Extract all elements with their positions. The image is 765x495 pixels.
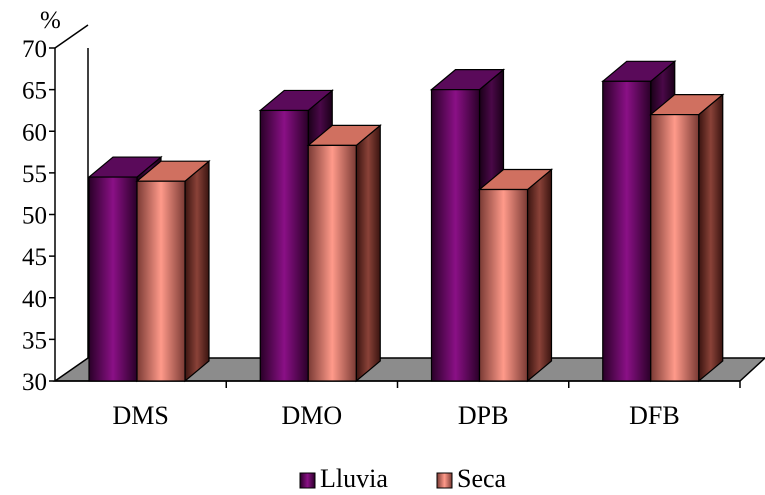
- bar-front-face: [602, 80, 652, 382]
- y-axis-ticks: 30 35 40 45 50 55 60 65 70: [22, 36, 741, 396]
- bar-front-face: [259, 109, 309, 382]
- y-tick-label: 55: [22, 161, 47, 188]
- bar-front-face: [650, 113, 700, 382]
- x-category-label: DFB: [629, 401, 680, 430]
- bar-side-face: [698, 93, 724, 383]
- y-tick-label: 30: [22, 369, 47, 396]
- legend-label-seca: Seca: [457, 464, 507, 493]
- y-tick-label: 65: [22, 78, 47, 105]
- bar-seca-dpb: [477, 168, 554, 383]
- y-tick-label: 40: [22, 286, 47, 313]
- bar-side-face: [355, 124, 381, 383]
- y-tick-label: 45: [22, 244, 47, 271]
- legend-item-lluvia: Lluvia: [299, 464, 388, 493]
- x-category-label: DMO: [282, 401, 343, 430]
- legend: Lluvia Seca: [299, 464, 507, 493]
- x-axis-labels: DMS DMO DPB DFB: [112, 401, 679, 430]
- y-tick-label: 35: [22, 327, 47, 354]
- bar-side-face: [184, 159, 210, 383]
- legend-swatch-lluvia: [299, 472, 316, 489]
- legend-label-lluvia: Lluvia: [320, 464, 388, 493]
- y-tick-label: 70: [22, 36, 47, 63]
- bars-group: [87, 60, 725, 383]
- y-tick-label: 50: [22, 203, 47, 230]
- bar-side-face: [526, 168, 553, 383]
- x-category-label: DPB: [458, 401, 509, 430]
- bar-front-face: [478, 188, 529, 382]
- bar-front-face: [307, 144, 357, 382]
- top-left-diagonal: [54, 24, 89, 49]
- y-axis-unit: %: [40, 7, 61, 34]
- bar-front-face: [136, 180, 186, 382]
- bar-seca-dmo: [306, 124, 382, 383]
- x-category-label: DMS: [112, 401, 168, 430]
- legend-item-seca: Seca: [436, 464, 507, 493]
- y-tick-label: 60: [22, 119, 47, 146]
- bar-seca-dms: [135, 159, 211, 383]
- bar-front-face: [88, 176, 138, 382]
- legend-swatch-seca: [436, 472, 453, 489]
- bar-front-face: [430, 89, 481, 382]
- bar-seca-dfb: [649, 93, 725, 383]
